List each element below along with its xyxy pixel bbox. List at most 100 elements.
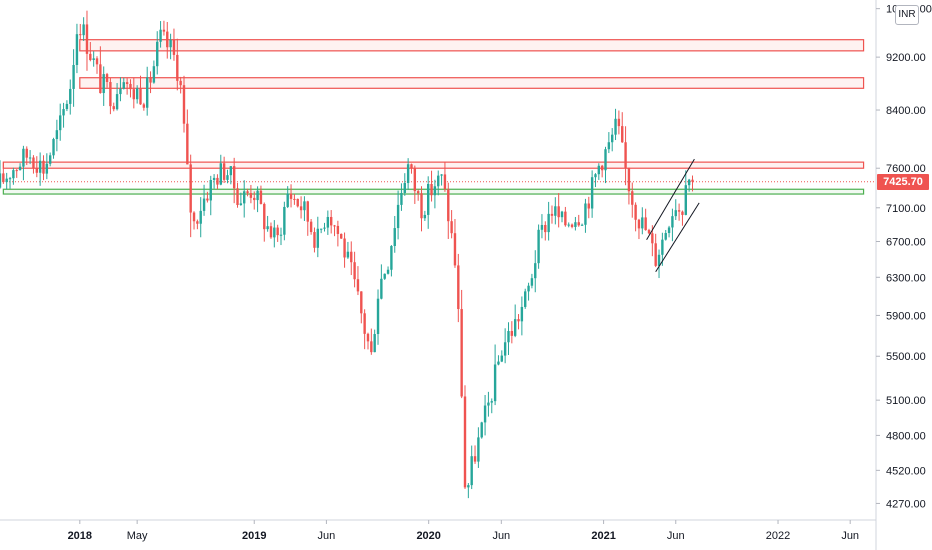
candle-body (309, 221, 313, 233)
candle-body (12, 170, 15, 179)
candle-body (617, 118, 621, 127)
candle-body (199, 210, 202, 224)
candle-body (637, 219, 641, 229)
y-tick-label: 7600.00 (886, 163, 926, 175)
candle-body (38, 160, 42, 173)
candle-body (229, 166, 233, 176)
candle-body (587, 203, 590, 209)
candle-body (8, 178, 12, 180)
candle-body (259, 190, 263, 204)
candle-body (149, 77, 152, 83)
y-tick-label: 4270.00 (886, 498, 926, 510)
candle-body (510, 331, 514, 336)
candle-body (313, 232, 316, 248)
candle-body (156, 41, 159, 67)
candle-body (524, 291, 527, 307)
candle-body (654, 243, 657, 266)
candle-body (413, 168, 417, 192)
candle-body (584, 203, 587, 225)
y-tick-label: 5900.00 (886, 310, 926, 322)
candle-body (75, 34, 79, 65)
candle-body (159, 29, 162, 42)
x-tick-label: Jun (667, 530, 685, 542)
y-tick-label: 5500.00 (886, 351, 926, 363)
candle-body (276, 227, 279, 236)
candle-body (597, 165, 601, 175)
candle-body (600, 165, 604, 171)
candle-body (507, 331, 510, 343)
candle-body (493, 364, 497, 402)
candle-body (79, 34, 82, 36)
candle-body (303, 201, 306, 211)
candle-body (69, 88, 72, 104)
candle-body (393, 228, 396, 247)
candle-body (423, 214, 427, 219)
candle-body (544, 224, 547, 233)
candle-body (567, 224, 570, 226)
candle-body (684, 185, 687, 215)
candle-body (343, 238, 346, 258)
candle-body (396, 204, 400, 229)
candle-body (112, 106, 115, 110)
candle-body (319, 228, 323, 230)
candle-body (219, 163, 222, 185)
candle-body (500, 355, 504, 362)
candle-body (661, 239, 664, 255)
candle-body (356, 279, 360, 292)
candle-body (530, 278, 534, 286)
candle-body (651, 233, 654, 244)
candle-body (222, 163, 226, 180)
candle-body (286, 193, 289, 207)
candle-body (179, 80, 182, 86)
candle-body (323, 227, 326, 229)
candle-body (263, 203, 266, 230)
support-zone (2, 188, 865, 195)
candle-body (370, 341, 373, 353)
y-tick-label: 5100.00 (886, 395, 926, 407)
candle-body (162, 29, 166, 32)
candle-body (135, 88, 139, 100)
candle-body (169, 39, 172, 48)
candle-body (273, 227, 276, 238)
candle-body (0, 173, 2, 188)
x-tick-label: Jun (841, 530, 859, 542)
candle-body (513, 319, 517, 336)
candle-body (547, 213, 550, 233)
candle-body (239, 203, 243, 205)
candle-body (32, 157, 35, 169)
y-tick-label: 7100.00 (886, 203, 926, 215)
channel-trendline (646, 158, 695, 241)
candle-body (25, 148, 28, 158)
currency-badge[interactable]: INR (895, 5, 919, 25)
x-tick-label: 2019 (242, 530, 266, 542)
candle-body (537, 229, 540, 264)
candle-body (92, 58, 95, 60)
candle-body (246, 191, 249, 194)
candle-body (627, 167, 631, 192)
candle-body (166, 31, 169, 48)
candle-body (427, 183, 430, 215)
candle-body (232, 166, 236, 189)
candle-body (18, 166, 22, 171)
candle-body (687, 179, 691, 186)
candle-body (316, 228, 320, 248)
candle-body (212, 177, 216, 181)
candle-body (483, 405, 487, 423)
candle-body (340, 233, 343, 239)
x-tick-label: 2018 (68, 530, 92, 542)
candle-body (580, 224, 584, 226)
candle-body (457, 265, 460, 310)
candle-body (99, 64, 102, 94)
candle-body (289, 193, 293, 199)
x-tick-label: May (127, 530, 148, 542)
candle-body (477, 437, 480, 462)
x-tick-label: 2022 (766, 530, 790, 542)
candle-body (353, 262, 356, 280)
candle-body (2, 173, 5, 183)
candle-body (125, 82, 129, 84)
candle-body (604, 149, 607, 171)
y-tick-label: 4520.00 (886, 465, 926, 477)
candle-body (186, 123, 189, 165)
